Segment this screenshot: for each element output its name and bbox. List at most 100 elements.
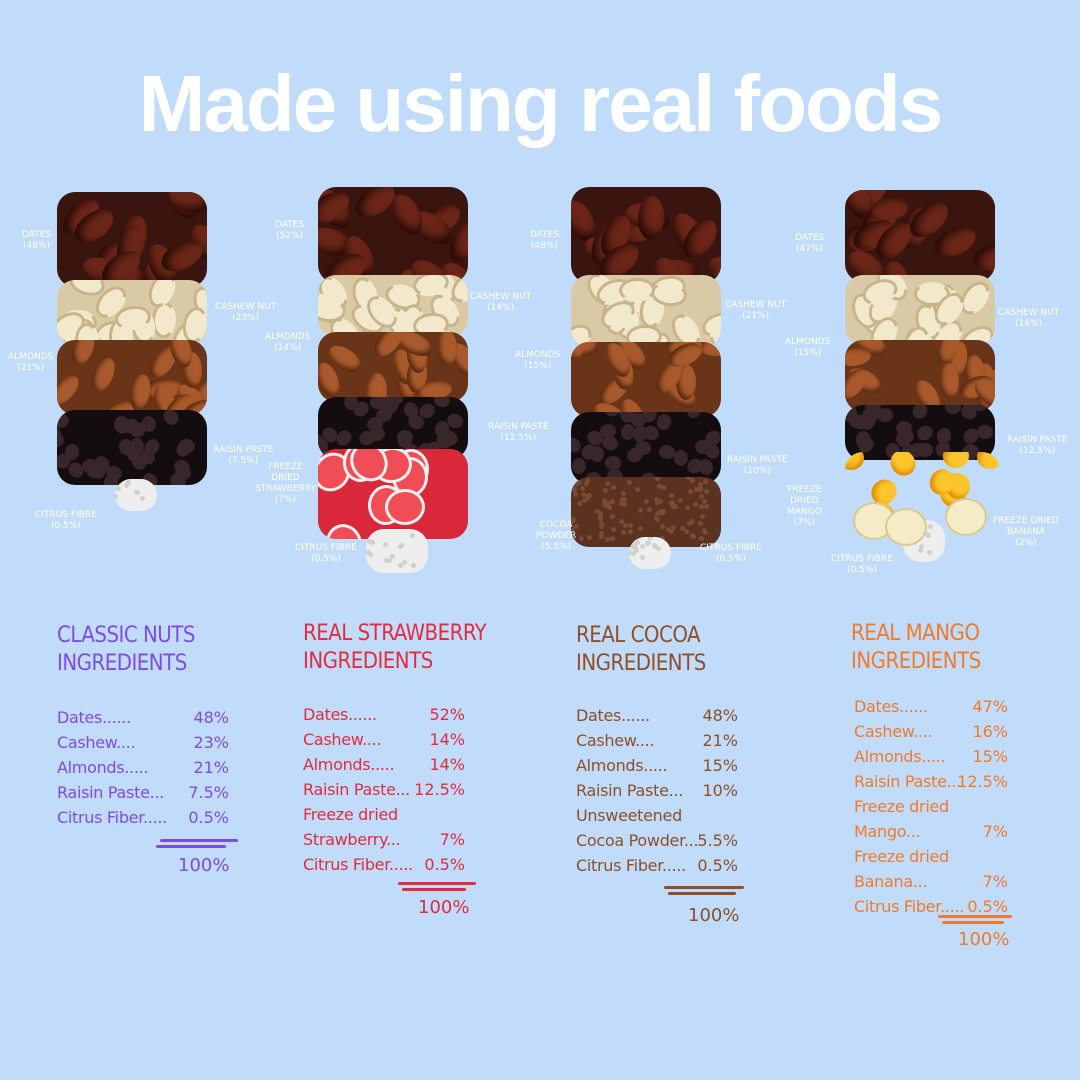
ingredient-percent: 7% <box>982 872 1008 891</box>
mango-banana-label: FREEZE DRIED BANANA (2%) <box>993 516 1059 548</box>
mango-ingredient-list: Dates...... 47% Cashew.... 16% Almonds..... 1… <box>854 697 1008 922</box>
ingredient-percent: 23% <box>193 733 229 752</box>
classic-underline <box>160 839 238 842</box>
citrus-layer <box>629 537 671 569</box>
ingredient-percent: 48% <box>193 708 229 727</box>
ingredient-percent: 15% <box>702 756 738 775</box>
ingredient-row: Citrus Fiber..... 0.5% <box>303 855 465 880</box>
ingredient-name: Citrus Fiber..... <box>854 897 964 916</box>
cocoa-total: 100% <box>688 905 740 926</box>
ingredient-name: Freeze dried <box>854 797 949 816</box>
almond-layer <box>318 332 468 402</box>
ingredient-percent: 21% <box>193 758 229 777</box>
dates-layer <box>845 190 995 282</box>
ingredient-percent: 0.5% <box>188 808 229 827</box>
mango-almonds-label: ALMONDS (15%) <box>785 337 831 358</box>
cocoa-dates-label: DATES (48%) <box>530 230 560 251</box>
ingredient-name: Cashew.... <box>576 731 655 750</box>
classic-citrus-label: CITRUS FIBRE (0.5%) <box>35 510 97 531</box>
ingredient-name: Almonds..... <box>57 758 149 777</box>
ingredient-name: Freeze dried <box>303 805 398 824</box>
ingredient-name: Banana... <box>854 872 928 891</box>
ingredient-percent: 12.5% <box>957 772 1008 791</box>
raisin-layer <box>845 405 995 460</box>
ingredient-percent: 48% <box>702 706 738 725</box>
almond-layer <box>57 340 207 415</box>
ingredient-percent: 7.5% <box>188 783 229 802</box>
almond-layer <box>845 340 995 412</box>
ingredient-name: Raisin Paste... <box>576 781 683 800</box>
cashew-layer <box>57 280 207 345</box>
ingredient-percent: 16% <box>972 722 1008 741</box>
strawberry-heading: REAL STRAWBERRY INGREDIENTS <box>303 621 487 674</box>
ingredient-row: Strawberry... 7% <box>303 830 465 855</box>
ingredient-name: Cashew.... <box>303 730 382 749</box>
ingredient-row: Raisin Paste... 12.5% <box>854 772 1008 797</box>
mango-citrus-label: CITRUS FIBRE (0.5%) <box>831 554 893 575</box>
cashew-layer <box>845 275 995 345</box>
strawberry-extra-label: FREEZE DRIED STRAWBERRY (7%) <box>255 462 316 505</box>
ingredient-name: Citrus Fiber..... <box>57 808 167 827</box>
cocoa-ingredient-list: Dates...... 48% Cashew.... 21% Almonds..... 1… <box>576 706 738 881</box>
strawberry-ingredient-list: Dates...... 52% Cashew.... 14% Almonds..... 1… <box>303 705 465 880</box>
ingredient-name: Raisin Paste... <box>303 780 410 799</box>
strawberry-layer <box>318 449 468 539</box>
ingredient-row: Almonds..... 15% <box>854 747 1008 772</box>
ingredient-row: Almonds..... 15% <box>576 756 738 781</box>
ingredient-row: Raisin Paste... 7.5% <box>57 783 229 808</box>
classic-raisin-label: RAISIN PASTE (7.5%) <box>213 445 274 466</box>
ingredient-row: Mango... 7% <box>854 822 1008 847</box>
cocoa-almonds-label: ALMONDS (15%) <box>515 350 561 371</box>
mango-extra-label: FREEZE DRIED MANGO (7%) <box>787 485 822 528</box>
ingredient-row: Citrus Fiber..... 0.5% <box>57 808 229 833</box>
classic-underline <box>156 845 226 848</box>
raisin-layer <box>318 397 468 459</box>
mango-underline <box>938 915 1012 918</box>
ingredient-name: Freeze dried <box>854 847 949 866</box>
ingredient-percent: 14% <box>429 730 465 749</box>
ingredient-percent: 21% <box>702 731 738 750</box>
classic-total: 100% <box>178 855 230 876</box>
ingredient-percent: 10% <box>702 781 738 800</box>
ingredient-name: Mango... <box>854 822 921 841</box>
strawberry-almonds-label: ALMONDS (14%) <box>265 332 311 353</box>
mango-raisin-label: RAISIN PASTE (12.5%) <box>1007 435 1068 456</box>
ingredient-row: Raisin Paste... 12.5% <box>303 780 465 805</box>
ingredient-row: Dates...... 47% <box>854 697 1008 722</box>
strawberry-bar-illustration <box>318 187 468 577</box>
ingredient-row: Freeze dried <box>854 847 1008 872</box>
ingredient-row: Dates...... 52% <box>303 705 465 730</box>
strawberry-total: 100% <box>418 897 470 918</box>
mango-bar-illustration <box>845 190 1000 570</box>
ingredient-name: Unsweetened <box>576 806 682 825</box>
cocoa-raisin-label: RAISIN PASTE (10%) <box>727 455 788 476</box>
cashew-layer <box>571 275 721 347</box>
ingredient-name: Almonds..... <box>576 756 668 775</box>
citrus-layer <box>366 529 428 573</box>
ingredient-percent: 47% <box>972 697 1008 716</box>
raisin-layer <box>571 412 721 484</box>
mango-total: 100% <box>958 929 1010 950</box>
mango-heading: REAL MANGO INGREDIENTS <box>851 621 981 674</box>
ingredient-percent: 0.5% <box>697 856 738 875</box>
ingredient-name: Strawberry... <box>303 830 401 849</box>
ingredient-name: Cashew.... <box>57 733 136 752</box>
ingredient-percent: 0.5% <box>967 897 1008 916</box>
strawberry-underline <box>402 888 466 891</box>
ingredient-percent: 52% <box>429 705 465 724</box>
cocoa-cashew-label: CASHEW NUT (21%) <box>725 300 787 321</box>
ingredient-row: Dates...... 48% <box>576 706 738 731</box>
classic-almonds-label: ALMONDS (21%) <box>8 352 54 373</box>
strawberry-cashew-label: CASHEW NUT (14%) <box>470 292 532 313</box>
cocoa-underline <box>664 886 744 889</box>
ingredient-row: Banana... 7% <box>854 872 1008 897</box>
ingredient-name: Dates...... <box>303 705 377 724</box>
ingredient-percent: 5.5% <box>697 831 738 850</box>
cocoa-bar-illustration <box>571 187 721 572</box>
classic-cashew-label: CASHEW NUT (23%) <box>215 302 277 323</box>
dates-layer <box>318 187 468 283</box>
ingredient-name: Cashew.... <box>854 722 933 741</box>
ingredient-row: Unsweetened <box>576 806 738 831</box>
strawberry-citrus-label: CITRUS FIBRE (0.5%) <box>295 543 357 564</box>
ingredient-name: Cocoa Powder... <box>576 831 699 850</box>
